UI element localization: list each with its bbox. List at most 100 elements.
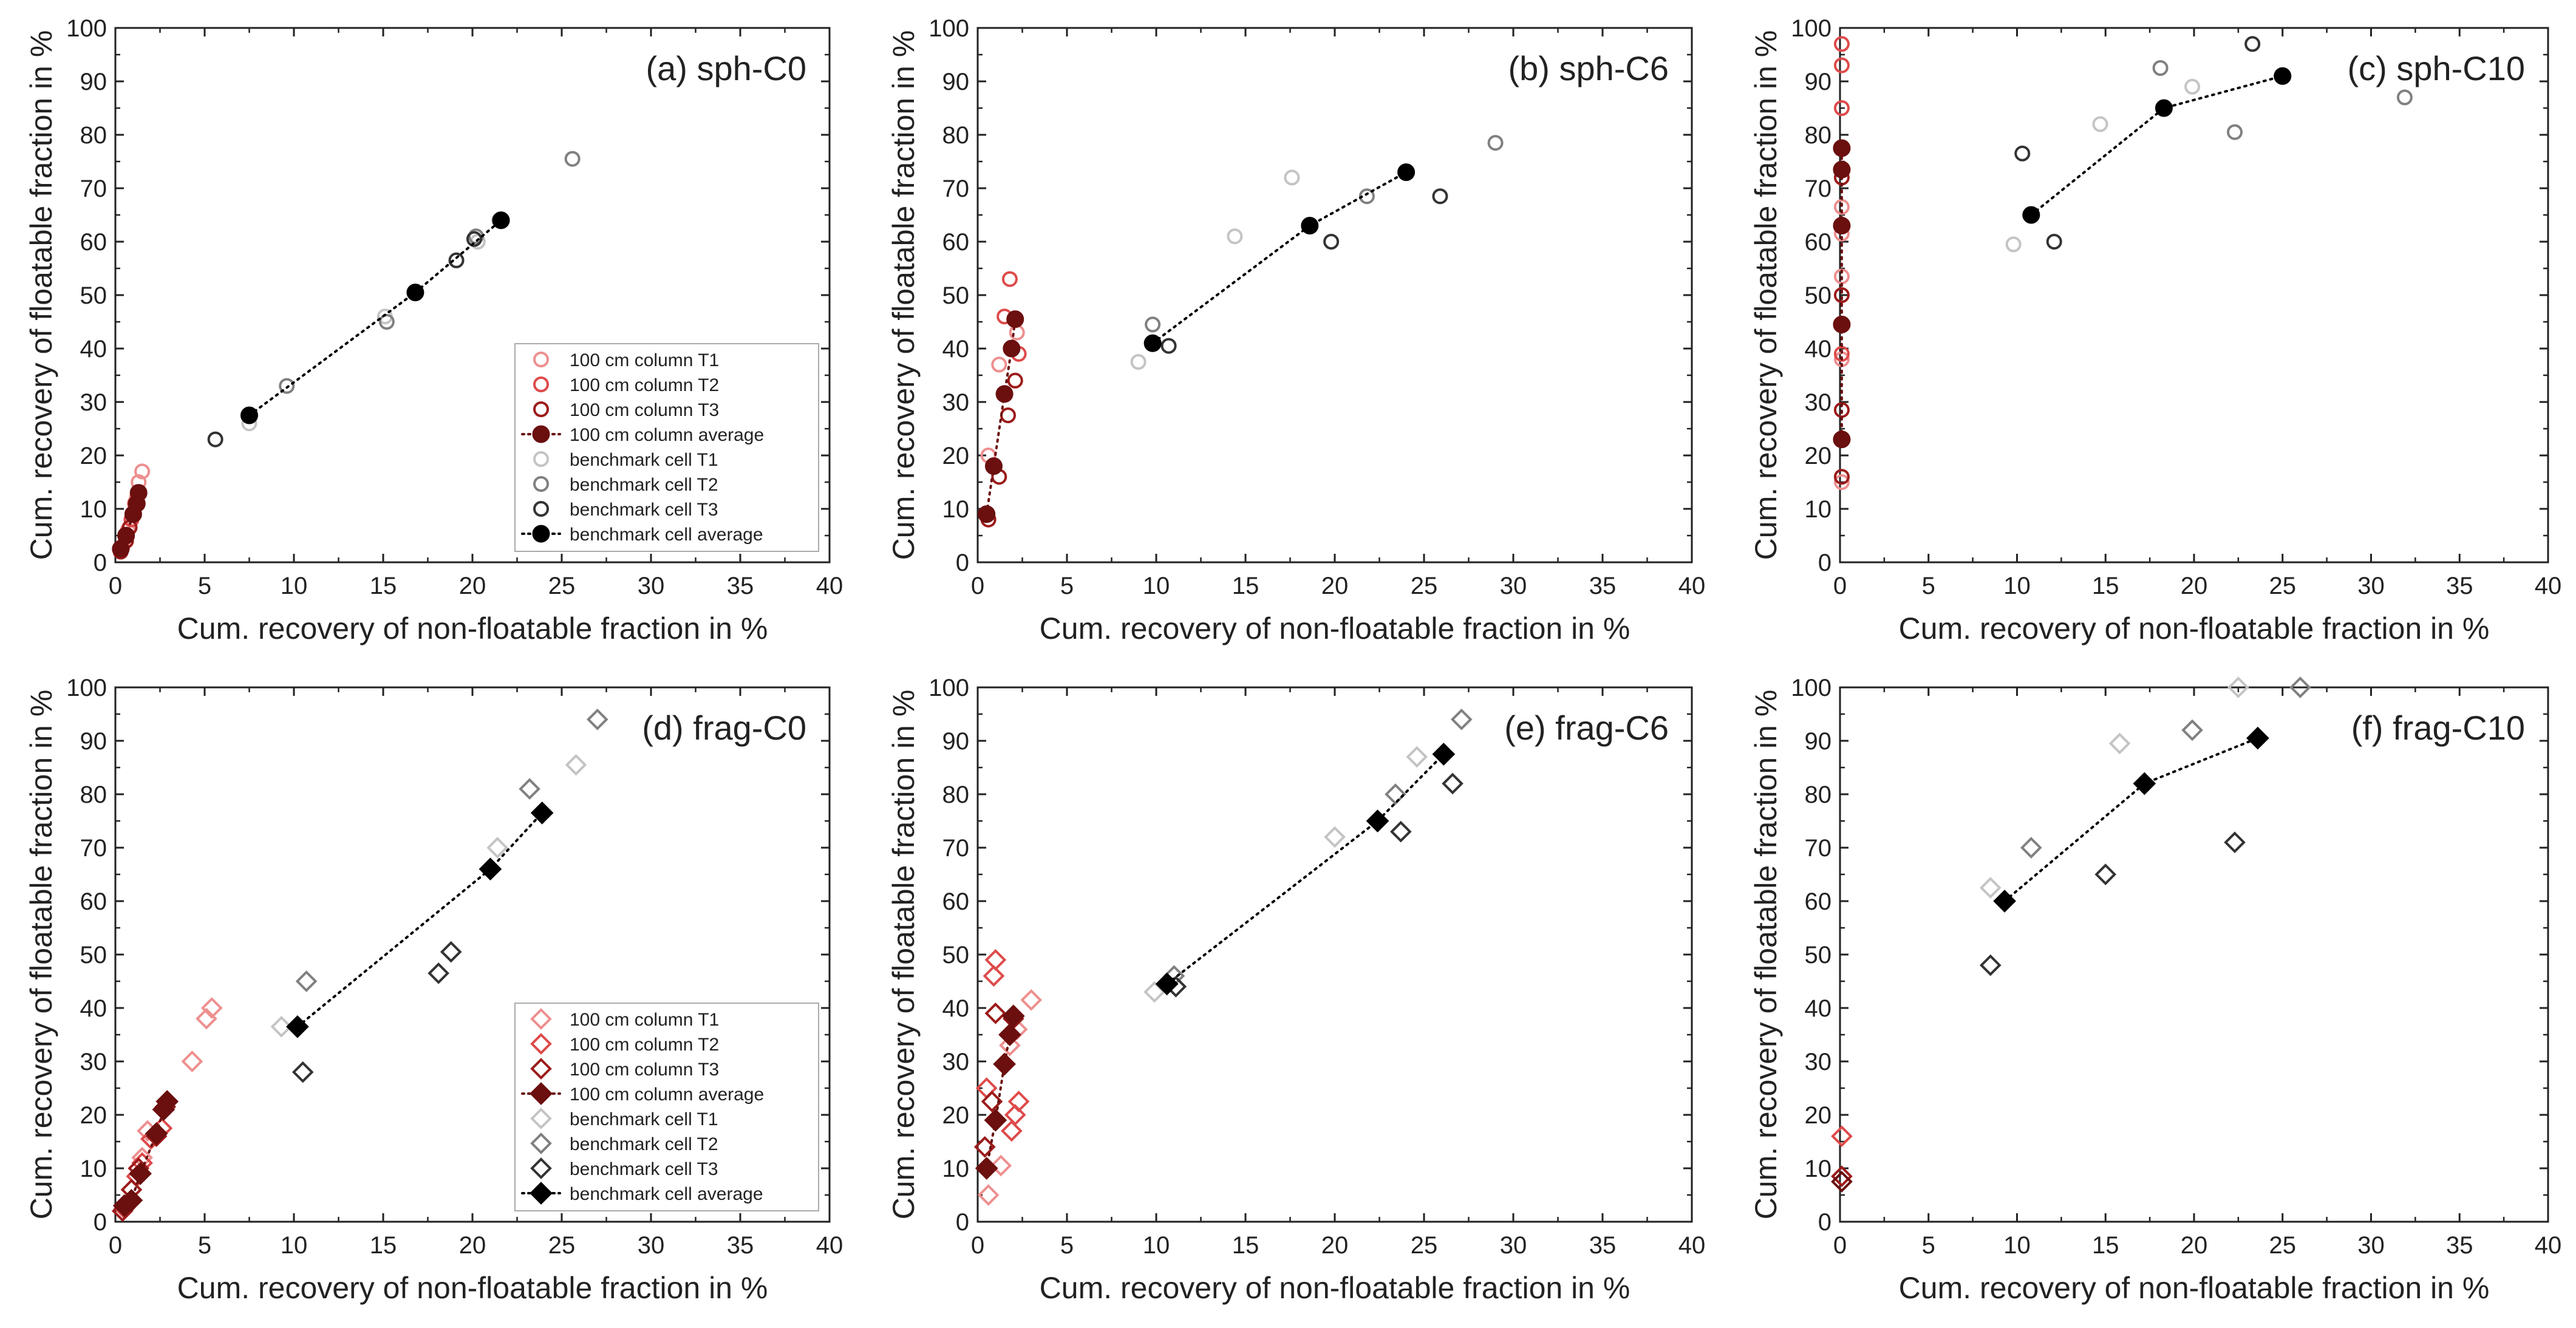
legend-box	[514, 1003, 819, 1211]
x-tick-label: 30	[638, 1232, 665, 1259]
data-layer	[978, 135, 1504, 528]
data-point	[2224, 831, 2246, 854]
legend: 100 cm column T1 100 cm column T2 100 cm c…	[514, 1003, 819, 1211]
legend-marker	[530, 1082, 553, 1105]
data-layer	[112, 151, 581, 560]
legend: 100 cm column T1 100 cm column T2 100 cm c…	[514, 343, 819, 552]
x-tick-label: 20	[1321, 573, 1349, 599]
x-tick-label: 20	[459, 573, 486, 599]
y-tick-label: 20	[1805, 443, 1832, 469]
series-col-avg	[978, 310, 1024, 523]
y-tick-label: 90	[80, 728, 107, 755]
series-bench-avg	[1143, 163, 1416, 352]
data-layer	[111, 708, 608, 1222]
y-tick-label: 0	[956, 1209, 969, 1236]
data-point	[991, 356, 1007, 373]
data-point	[1358, 188, 1375, 205]
y-tick-label: 50	[1805, 942, 1832, 969]
legend-marker	[533, 352, 549, 367]
y-axis-label: Cum. recovery of floatable fraction in %	[887, 30, 921, 560]
x-tick-label: 10	[2003, 573, 2031, 599]
legend-marker	[532, 525, 550, 543]
data-point	[565, 754, 587, 776]
data-point	[1004, 1104, 1026, 1126]
data-point	[1397, 163, 1416, 182]
y-tick-label: 10	[80, 1156, 107, 1182]
y-tick-label: 40	[942, 995, 970, 1022]
x-tick-label: 10	[281, 1232, 308, 1259]
y-tick-label: 40	[80, 995, 107, 1022]
data-point	[1432, 188, 1448, 205]
x-tick-label: 25	[548, 573, 576, 599]
data-point	[181, 1050, 203, 1072]
data-point	[492, 211, 510, 230]
y-tick-label: 10	[80, 496, 107, 523]
series-bench-T2	[2020, 676, 2311, 859]
data-point	[1833, 287, 1850, 303]
data-point	[1833, 474, 1850, 490]
data-point	[2181, 719, 2203, 741]
panel-4: 0 5 10 15 20 25 30 35 40 0 10 20 30 40 50 60 70 80 90 100 Cu…	[24, 675, 843, 1305]
panel-title: (b) sph-C6	[1508, 49, 1669, 87]
data-point	[1020, 989, 1043, 1011]
legend-marker	[530, 1008, 552, 1030]
series-bench-T2	[295, 708, 608, 992]
y-tick-label: 50	[1805, 282, 1832, 309]
data-point	[2289, 676, 2311, 698]
data-point	[1155, 972, 1179, 996]
data-point	[2227, 124, 2243, 140]
x-tick-label: 0	[971, 1232, 984, 1259]
y-tick-label: 90	[942, 69, 970, 95]
x-tick-label: 30	[2357, 1232, 2385, 1259]
data-point	[1003, 339, 1021, 358]
x-tick-label: 15	[370, 573, 397, 599]
plot-frame	[1839, 27, 2549, 564]
y-tick-label: 30	[942, 389, 970, 416]
y-tick-label: 60	[942, 229, 970, 256]
y-tick-label: 70	[1805, 175, 1832, 202]
data-point	[975, 1157, 998, 1180]
plot-frame	[1839, 686, 2549, 1223]
series-col-T2	[1833, 36, 1850, 362]
x-tick-label: 20	[2181, 573, 2208, 599]
series-line	[1151, 171, 1408, 345]
x-tick-label: 5	[1060, 1232, 1074, 1259]
data-point	[1324, 826, 1346, 848]
data-point	[145, 1122, 168, 1145]
y-tick-label: 30	[80, 1049, 107, 1075]
data-point	[519, 778, 540, 800]
plot-frame	[976, 27, 1693, 564]
x-tick-label: 30	[1500, 1232, 1527, 1259]
x-tick-label: 5	[198, 1232, 211, 1259]
x-tick-label: 25	[1411, 1232, 1438, 1259]
x-tick-label: 35	[1589, 1232, 1617, 1259]
legend-marker	[530, 1132, 552, 1154]
data-point	[466, 231, 482, 247]
data-point	[1487, 135, 1504, 151]
x-tick-label: 30	[638, 573, 665, 599]
data-point	[1833, 315, 1851, 333]
series-bench-T3	[1165, 772, 1463, 998]
x-tick-label: 15	[1232, 1232, 1259, 1259]
legend-marker	[533, 451, 549, 467]
series-col-avg	[975, 1004, 1025, 1180]
legend-marker	[530, 1182, 553, 1205]
x-tick-label: 20	[2181, 1232, 2208, 1259]
y-tick-label: 40	[942, 336, 970, 363]
y-tick-label: 10	[942, 496, 970, 523]
data-point	[977, 1184, 1000, 1206]
legend-label: benchmark cell T3	[570, 500, 718, 520]
y-tick-label: 60	[80, 888, 107, 915]
y-tick-label: 70	[942, 175, 970, 202]
y-tick-label: 20	[1805, 1102, 1832, 1129]
data-point	[984, 457, 1003, 475]
data-point	[2246, 726, 2269, 750]
y-tick-label: 30	[942, 1049, 970, 1075]
x-tick-label: 0	[109, 1232, 122, 1259]
y-tick-label: 0	[94, 1209, 107, 1236]
series-bench-T1	[270, 754, 587, 1038]
legend-marker	[530, 1157, 552, 1179]
series-bench-T2	[1163, 708, 1473, 987]
x-tick-label: 15	[370, 1232, 397, 1259]
data-point	[1432, 743, 1456, 766]
